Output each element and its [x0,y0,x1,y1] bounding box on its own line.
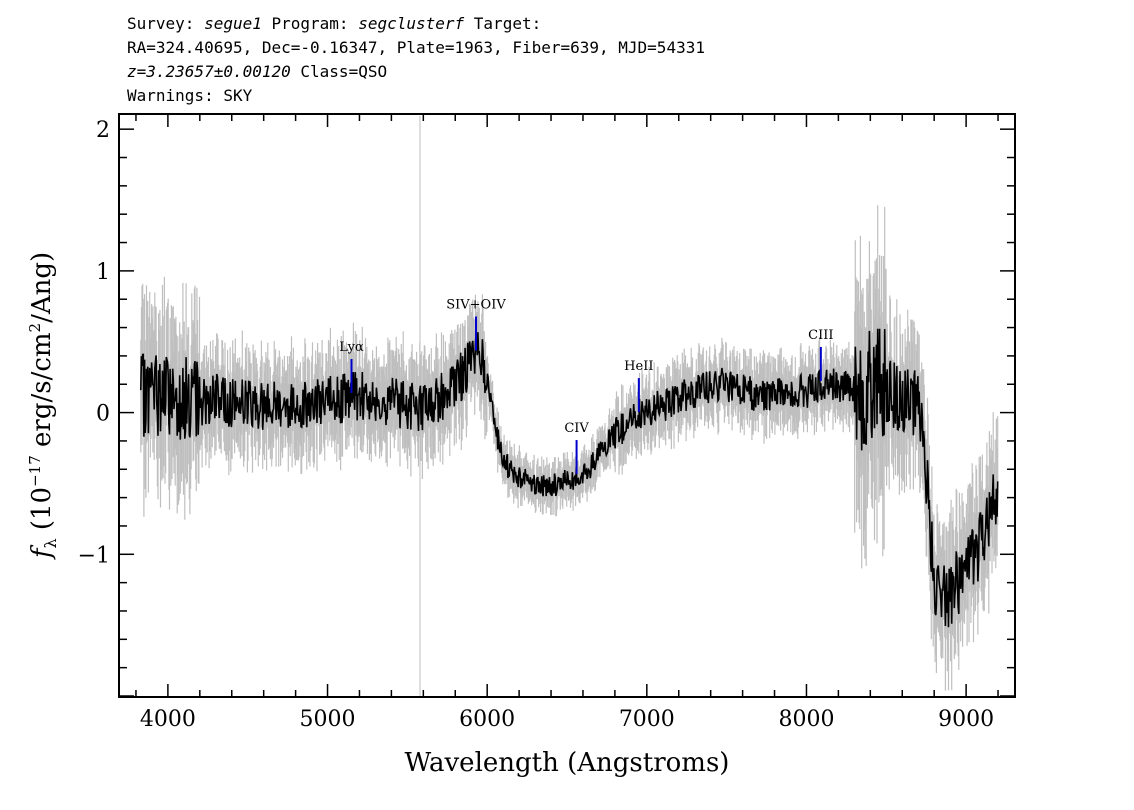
x-tick-label: 7000 [619,707,675,732]
emission-line-label: SIV+OIV [446,297,506,312]
emission-line-annotations: Lyα SIV+OIV CIV HeII CIII [339,297,834,475]
x-tick-label: 9000 [938,707,994,732]
emission-line-label: Lyα [339,340,364,355]
y-tick-label: 1 [96,260,110,285]
y-tick-label: 0 [96,402,110,427]
error-band [140,205,999,691]
flux-line [140,328,999,628]
y-axis: −1 0 1 2 [78,118,1014,697]
x-tick-label: 6000 [459,707,515,732]
survey-key: Survey: [127,14,205,33]
header-line-4: Warnings: SKY [127,86,253,105]
emission-line-label: CIV [564,421,589,436]
redshift-value: z=3.23657±0.00120 [127,62,291,81]
target-key: Target: [464,14,542,33]
y-tick-label: 2 [96,118,110,143]
y-tick-label: −1 [78,543,110,568]
x-tick-label: 8000 [778,707,834,732]
class-value: Class=QSO [290,62,388,81]
header-line-2: RA=324.40695, Dec=-0.16347, Plate=1963, … [127,38,705,57]
plot-frame [118,113,1016,698]
header-line-3: z=3.23657±0.00120 Class=QSO [127,61,387,83]
header-line-1: Survey: segue1 Program: segclusterf Targ… [127,13,541,35]
x-tick-label: 5000 [300,707,356,732]
x-tick-label: 4000 [140,707,196,732]
y-axis-label: fλ (10−17 erg/s/cm2/Ang) [26,252,60,560]
svg-text:fλ (10−17 erg/s/cm2/Ang): fλ (10−17 erg/s/cm2/Ang) [26,252,60,560]
program-key: Program: [261,14,359,33]
emission-line-label: HeII [624,359,653,374]
x-axis: 4000 5000 6000 7000 8000 9000 [135,115,999,732]
survey-value: segue1 [204,14,262,33]
emission-line-label: CIII [808,328,833,343]
x-axis-label: Wavelength (Angstroms) [405,748,730,778]
program-value: segclusterf [358,14,465,33]
